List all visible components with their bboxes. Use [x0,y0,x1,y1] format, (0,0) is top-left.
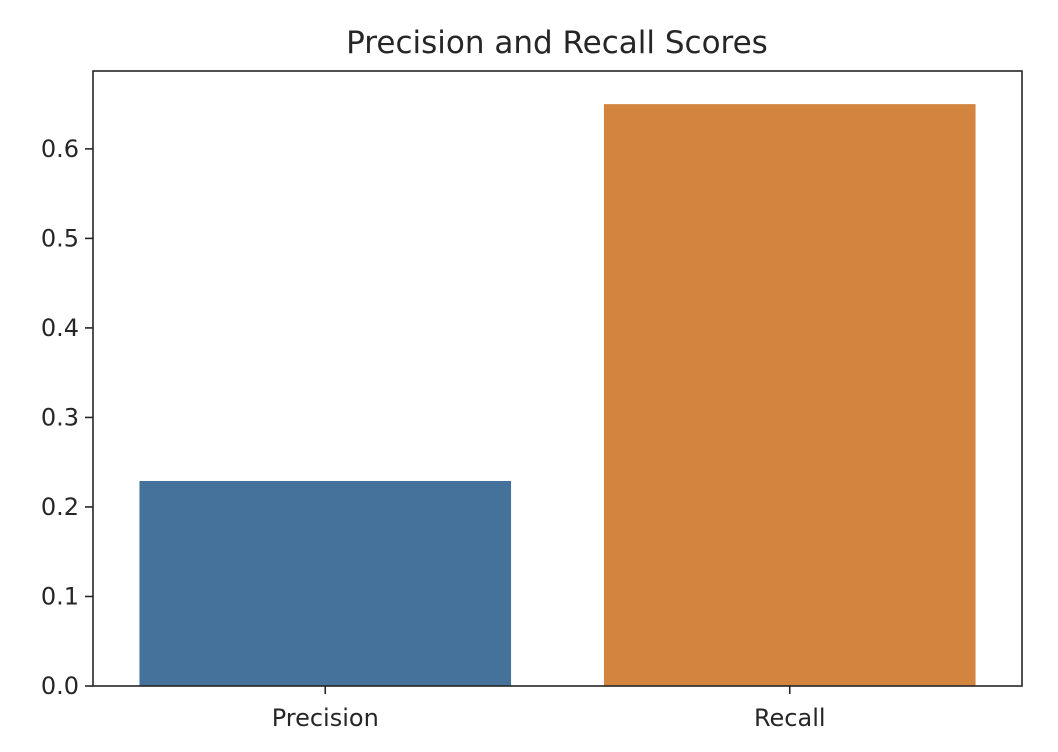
plot-frame [92,70,1023,687]
y-tick-label: 0.0 [41,672,79,700]
y-tick-label: 0.4 [41,314,79,342]
x-axis: Precision Recall [272,686,826,732]
chart-title: Precision and Recall Scores [346,25,768,61]
y-tick-label: 0.6 [41,135,79,163]
y-tick-label: 0.2 [41,493,79,521]
bar-recall [603,104,976,687]
bars-group [139,104,976,687]
x-tick-label: Recall [754,704,826,732]
x-tick-label: Precision [272,704,379,732]
y-tick-label: 0.5 [41,224,79,252]
y-tick-label: 0.1 [41,582,79,610]
y-axis: 0.0 0.1 0.2 0.3 0.4 0.5 0.6 [41,135,93,700]
y-tick-label: 0.3 [41,403,79,431]
bar-precision [139,481,512,686]
